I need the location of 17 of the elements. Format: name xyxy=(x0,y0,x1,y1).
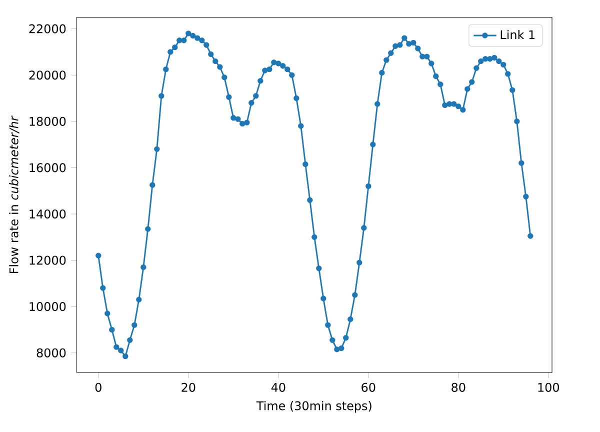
x-tick-label: 0 xyxy=(95,382,102,392)
y-tick-label: 22000 xyxy=(29,24,66,34)
x-tick-label: 100 xyxy=(538,382,560,392)
legend-label: Link 1 xyxy=(500,30,534,40)
x-tick-label: 80 xyxy=(452,382,466,392)
y-tick-label: 14000 xyxy=(30,209,66,218)
y-tick-label: 16000 xyxy=(30,163,66,172)
y-axis-title: Flow rate in cubicmeter/hr xyxy=(9,116,20,274)
x-tick-label: 40 xyxy=(271,382,286,392)
y-tick-label: 18000 xyxy=(30,116,66,126)
y-tick-label: 10000 xyxy=(30,302,66,312)
y-tick-label: 8000 xyxy=(36,348,66,358)
y-tick-label: 20000 xyxy=(29,70,66,80)
x-tick-label: 60 xyxy=(362,382,376,392)
x-axis-title: Time (30min steps) xyxy=(256,401,372,413)
y-tick-label: 12000 xyxy=(30,256,66,265)
x-tick-label: 20 xyxy=(182,382,196,392)
